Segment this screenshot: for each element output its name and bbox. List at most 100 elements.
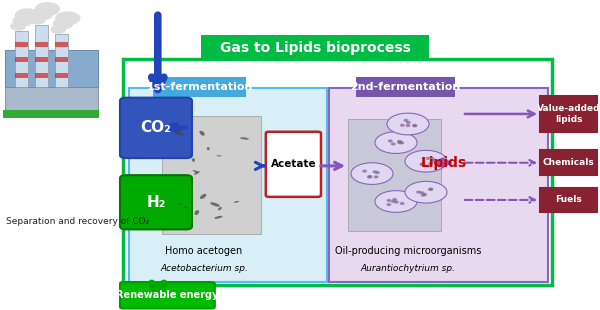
Bar [55,34,68,87]
FancyBboxPatch shape [120,175,192,229]
Circle shape [373,171,377,173]
Circle shape [35,3,59,15]
Circle shape [31,16,45,24]
Bar [5,50,98,87]
Ellipse shape [194,210,199,215]
Text: Fuels: Fuels [555,195,582,205]
Circle shape [368,176,371,178]
Circle shape [387,113,429,135]
Circle shape [429,188,433,190]
Circle shape [406,122,410,123]
Bar [15,57,28,62]
Circle shape [51,26,65,33]
Circle shape [391,143,395,145]
Ellipse shape [183,206,188,208]
Circle shape [33,10,52,20]
Circle shape [413,125,417,127]
Ellipse shape [175,128,184,132]
Circle shape [376,172,379,174]
Circle shape [405,181,447,203]
Text: Acetate: Acetate [271,159,316,169]
Bar [35,73,48,78]
Text: Gas to Lipids bioprocess: Gas to Lipids bioprocess [220,41,410,55]
Bar [55,73,68,78]
FancyBboxPatch shape [120,282,215,308]
Bar [55,42,68,46]
Circle shape [417,191,421,193]
Circle shape [423,193,427,195]
Ellipse shape [174,131,184,135]
Text: CO₂: CO₂ [140,120,172,135]
Circle shape [405,150,447,172]
Circle shape [53,19,73,29]
Bar [15,42,28,46]
Circle shape [56,12,80,24]
Circle shape [406,125,410,126]
Circle shape [400,202,404,204]
Circle shape [429,163,433,165]
Text: Acetobacterium sp.: Acetobacterium sp. [160,264,248,273]
Ellipse shape [218,207,222,210]
Circle shape [11,23,25,30]
Circle shape [421,163,425,165]
Bar [540,188,597,212]
Circle shape [420,164,424,166]
Bar [15,73,28,78]
Text: 2nd-fermentation: 2nd-fermentation [350,82,460,92]
Bar [35,42,48,46]
Text: Separation and recovery of CO₂: Separation and recovery of CO₂ [6,217,149,226]
Text: Oil-producing microorganisms: Oil-producing microorganisms [335,246,481,256]
Circle shape [375,191,417,212]
Circle shape [374,176,378,178]
Circle shape [426,157,430,159]
Circle shape [395,201,398,203]
Ellipse shape [192,158,195,162]
Circle shape [387,200,391,202]
Circle shape [400,124,404,126]
Ellipse shape [217,155,221,156]
Bar [3,110,99,118]
Circle shape [13,16,32,26]
Circle shape [398,141,402,143]
Bar [55,57,68,62]
Ellipse shape [194,171,200,175]
Ellipse shape [179,202,182,205]
Circle shape [368,176,371,178]
Circle shape [400,142,404,144]
Circle shape [429,188,433,190]
Text: 1st-fermentation: 1st-fermentation [146,82,253,92]
Text: Aurantiochytrium sp.: Aurantiochytrium sp. [361,264,455,273]
Ellipse shape [193,170,197,172]
Circle shape [431,158,434,160]
Circle shape [375,132,417,153]
FancyBboxPatch shape [120,98,192,158]
Circle shape [393,199,397,201]
Bar [35,25,48,87]
Circle shape [398,141,401,143]
Circle shape [430,160,434,162]
Bar [356,77,455,97]
Bar [348,119,441,231]
Text: Chemicals: Chemicals [542,158,595,167]
Bar [35,57,48,62]
Circle shape [387,204,391,206]
Circle shape [420,192,424,194]
Ellipse shape [240,137,249,140]
Bar [15,31,28,87]
Bar [5,50,98,112]
FancyBboxPatch shape [266,132,321,197]
Circle shape [16,9,40,21]
Ellipse shape [207,147,209,150]
Bar [123,59,552,285]
Bar [153,77,246,97]
Bar [540,96,597,132]
Text: Lipids: Lipids [421,156,467,170]
Ellipse shape [234,201,239,203]
Text: Renewable energy: Renewable energy [116,290,218,300]
Bar [129,88,327,282]
Circle shape [351,163,393,184]
Text: Homo acetogen: Homo acetogen [166,246,242,256]
Bar [329,88,548,282]
Bar [162,116,261,234]
Bar [540,150,597,175]
